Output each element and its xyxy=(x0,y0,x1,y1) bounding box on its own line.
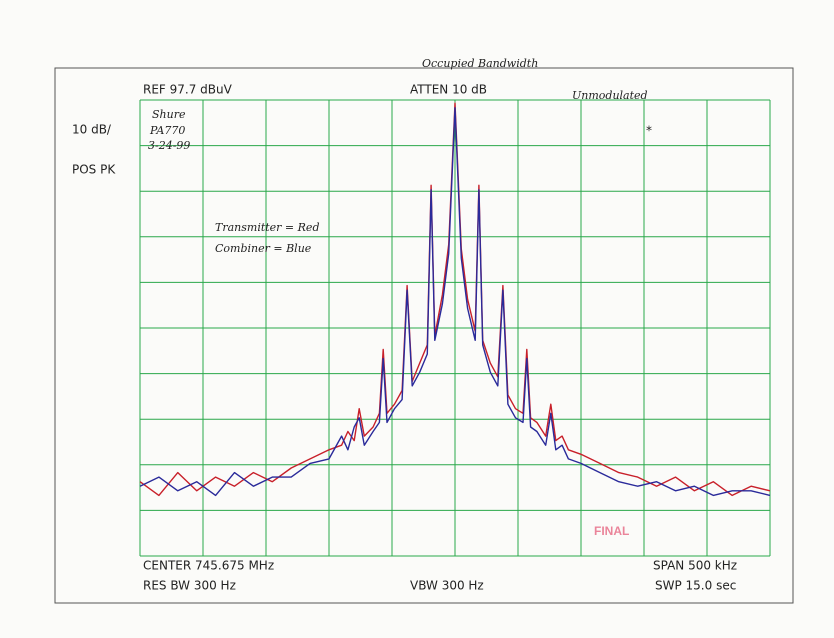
span-label: SPAN 500 kHz xyxy=(653,559,737,573)
sweep-label: SWP 15.0 sec xyxy=(655,579,736,593)
note: Unmodulated xyxy=(572,89,648,102)
marker-note: * xyxy=(646,124,652,138)
scale-label: 10 dB/ xyxy=(72,123,112,137)
note: Shure xyxy=(152,108,186,121)
graticule xyxy=(139,99,771,557)
note: PA770 xyxy=(149,124,185,137)
detector-label: POS PK xyxy=(72,163,116,177)
traces xyxy=(139,102,771,497)
header-note: Occupied Bandwidth xyxy=(422,57,538,70)
stamp: FINAL xyxy=(594,524,629,538)
center-label: CENTER 745.675 MHz xyxy=(143,559,274,573)
vbw-label: VBW 300 Hz xyxy=(410,579,484,593)
note: Combiner = Blue xyxy=(215,242,312,255)
rbw-label: RES BW 300 Hz xyxy=(143,579,236,593)
trace xyxy=(139,102,771,497)
note: 3-24-99 xyxy=(148,139,190,152)
note: Transmitter = Red xyxy=(215,221,319,234)
ref-label: REF 97.7 dBuV xyxy=(143,83,233,97)
frame xyxy=(54,67,794,604)
atten-label: ATTEN 10 dB xyxy=(410,83,487,97)
trace xyxy=(139,107,771,497)
